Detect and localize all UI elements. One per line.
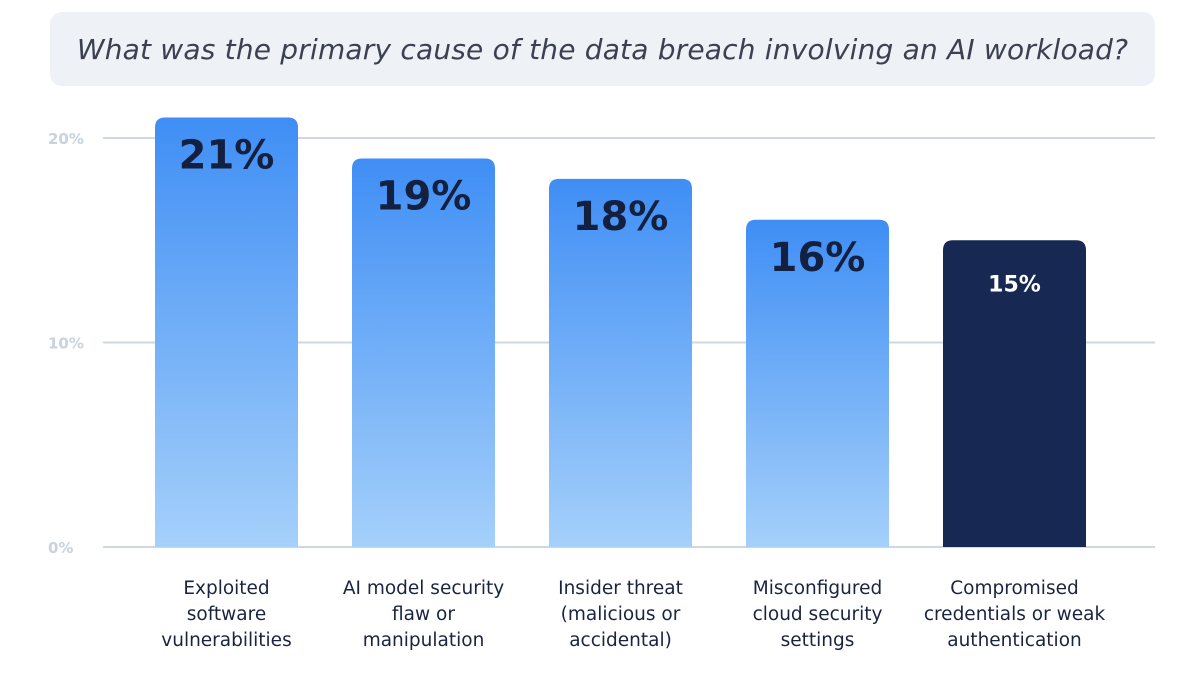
bar-value-label: 16% (770, 235, 866, 281)
bar-value-label: 21% (179, 133, 275, 179)
category-label-line: manipulation (362, 630, 485, 651)
x-category-label: Compromised credentials or weak authentica… (915, 576, 1115, 654)
category-label-line: cloud security (752, 604, 883, 625)
category-label-line: Misconfigured (752, 578, 883, 599)
x-category-label: AI model security flaw or manipulation (324, 576, 524, 654)
category-label-line: accidental) (569, 630, 672, 651)
category-label-line: Insider threat (558, 578, 683, 599)
category-label-line: software (186, 604, 267, 625)
chart-title: What was the primary cause of the data b… (76, 32, 1129, 66)
x-category-label: Insider threat (malicious or accidental) (521, 576, 721, 654)
category-label-line: settings (780, 630, 855, 651)
chart-title-box: What was the primary cause of the data b… (50, 12, 1155, 86)
category-label-line: authentication (947, 630, 1082, 651)
x-category-label: Exploited software vulnerabilities (127, 576, 327, 654)
y-tick-label: 10% (48, 335, 84, 353)
bar-value-label: 15% (988, 272, 1041, 297)
y-tick-label: 20% (48, 130, 84, 148)
category-label-line: AI model security (342, 578, 505, 599)
bar (746, 219, 889, 548)
category-label-line: credentials or weak (923, 604, 1106, 625)
bar (549, 178, 692, 547)
bar (943, 240, 1086, 547)
category-label-line: Exploited (183, 578, 270, 599)
category-label-line: Compromised (950, 578, 1079, 599)
y-tick-label: 0% (48, 539, 73, 557)
category-label-line: vulnerabilities (161, 630, 292, 651)
category-label-line: (malicious or (560, 604, 681, 625)
category-label-line: flaw or (392, 604, 455, 625)
bar (352, 158, 495, 547)
x-category-label: Misconfigured cloud security settings (718, 576, 918, 654)
bar-value-label: 19% (376, 173, 472, 219)
bar-value-label: 18% (573, 194, 669, 240)
bar (155, 117, 298, 548)
